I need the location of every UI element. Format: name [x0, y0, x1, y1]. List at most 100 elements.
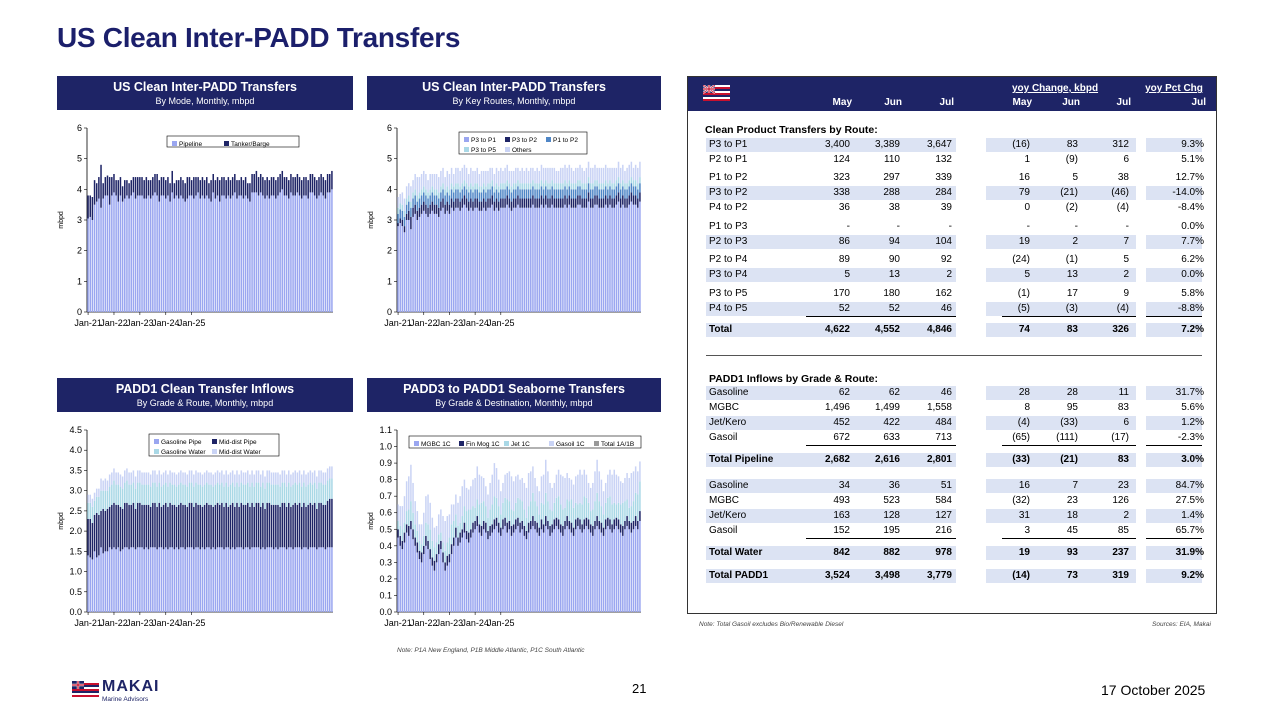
bar-segment — [596, 525, 598, 612]
bar-segment — [420, 189, 423, 196]
bar-segment — [152, 177, 154, 196]
bar-segment — [485, 186, 487, 193]
bar-segment — [102, 183, 104, 199]
bar-segment — [570, 522, 573, 533]
y-tick-label: 1 — [77, 276, 82, 286]
bar-segment — [236, 502, 238, 548]
bar-segment — [491, 180, 493, 187]
bar-segment — [596, 195, 598, 205]
bar-segment — [523, 183, 526, 190]
bar-segment — [100, 490, 102, 511]
bar-segment — [158, 547, 161, 612]
bar-segment — [639, 481, 641, 512]
table-cell: -8.8% — [1177, 303, 1204, 314]
bar-segment — [326, 500, 329, 548]
bar-segment — [91, 523, 94, 560]
bar-segment — [536, 486, 538, 507]
bar-segment — [549, 482, 551, 510]
bar-segment — [320, 192, 322, 312]
bar-segment — [173, 484, 176, 505]
bar-segment — [508, 189, 511, 199]
bar-segment — [562, 207, 564, 312]
bar-segment — [493, 463, 496, 497]
legend-swatch — [224, 141, 229, 146]
table-cell: 4,622 — [824, 324, 850, 335]
table-cell: 128 — [883, 510, 900, 521]
bar-segment — [504, 474, 506, 498]
bar-segment — [553, 502, 556, 520]
y-tick-label: 0.8 — [379, 475, 392, 485]
bar-segment — [634, 180, 637, 187]
bar-segment — [244, 547, 247, 612]
bar-segment — [329, 498, 331, 548]
bar-segment — [613, 502, 615, 520]
bar-segment — [442, 542, 444, 553]
bar-segment — [433, 174, 436, 190]
bar-segment — [264, 476, 266, 489]
bar-segment — [188, 177, 191, 196]
bar-segment — [557, 469, 560, 497]
bar-segment — [234, 474, 236, 487]
table-cell: (32) — [1012, 495, 1030, 506]
bar-segment — [405, 524, 408, 533]
bar-segment — [585, 167, 588, 184]
bar-segment — [444, 570, 446, 612]
bar-segment — [216, 195, 219, 312]
bar-segment — [128, 198, 130, 312]
bar-segment — [95, 488, 98, 497]
bar-segment — [463, 532, 466, 612]
table-cell: 31 — [1018, 510, 1030, 521]
table-cell: 110 — [884, 154, 900, 165]
bar-segment — [626, 473, 628, 500]
bar-segment — [227, 474, 230, 487]
bar-segment — [555, 207, 558, 312]
bar-segment — [632, 529, 635, 612]
bar-segment — [568, 204, 571, 312]
bar-segment — [600, 479, 603, 507]
bar-segment — [639, 511, 641, 521]
bar-segment — [532, 180, 534, 187]
bar-segment — [474, 521, 476, 530]
table-cell: 83 — [1066, 324, 1078, 335]
bar-segment — [165, 502, 167, 548]
bar-segment — [510, 186, 513, 193]
bar-segment — [448, 514, 451, 538]
bar-segment — [429, 195, 431, 205]
bar-segment — [259, 506, 262, 550]
bar-segment — [169, 201, 171, 312]
bar-segment — [427, 198, 429, 208]
bar-segment — [175, 486, 178, 507]
row-shading — [1146, 302, 1202, 316]
bar-segment — [611, 474, 613, 505]
bar-segment — [165, 180, 167, 199]
legend-swatch — [505, 137, 510, 142]
table-row: Total Water 842 882 978 19 93 237 31.9% — [706, 546, 1204, 560]
bar-segment — [416, 220, 419, 312]
bar-segment — [592, 198, 594, 208]
bar-segment — [431, 192, 434, 202]
bar-segment — [525, 517, 528, 531]
bar-segment — [305, 547, 307, 612]
bar-segment — [626, 198, 628, 208]
bar-segment — [425, 545, 427, 612]
bar-segment — [408, 201, 410, 211]
bar-segment — [414, 524, 416, 538]
bar-segment — [102, 480, 104, 491]
hawaii-flag-icon — [72, 681, 99, 697]
bar-segment — [117, 547, 120, 612]
legend-swatch — [154, 449, 159, 454]
bar-segment — [106, 175, 109, 196]
bar-segment — [210, 504, 212, 550]
bar-segment — [167, 506, 169, 550]
bar-segment — [602, 527, 605, 536]
bar-segment — [551, 532, 553, 612]
bar-segment — [446, 170, 449, 187]
bar-segment — [231, 502, 234, 548]
bar-segment — [149, 486, 152, 507]
bar-segment — [440, 509, 442, 533]
bar-segment — [542, 532, 545, 612]
bar-segment — [139, 547, 141, 612]
y-tick-label: 3.0 — [69, 486, 82, 496]
bar-segment — [551, 204, 553, 312]
bar-segment — [87, 494, 89, 503]
